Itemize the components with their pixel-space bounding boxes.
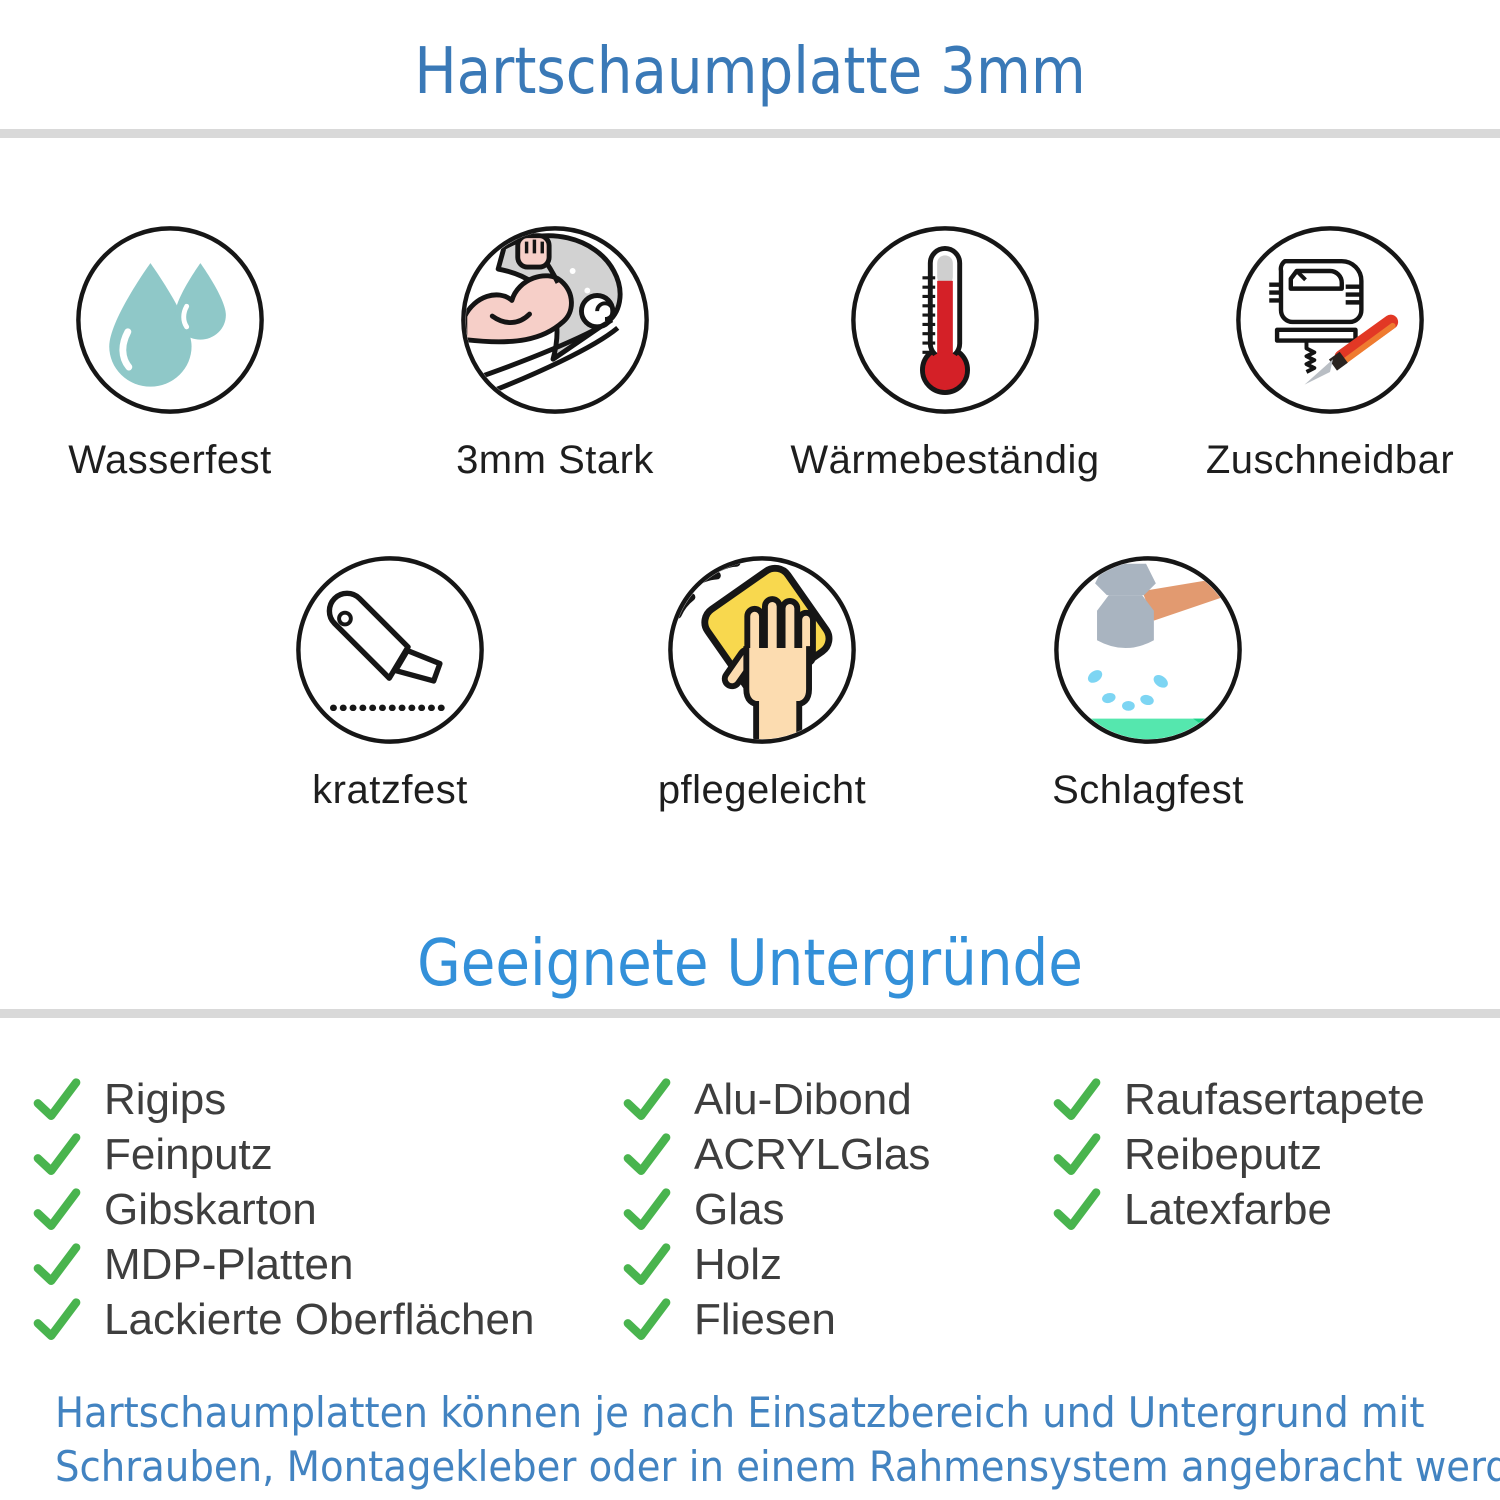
page-title: Hartschaumplatte 3mm <box>414 35 1086 109</box>
check-icon <box>1053 1132 1101 1175</box>
list-item: Latexfarbe <box>1052 1182 1425 1237</box>
feature-label: kratzfest <box>312 768 468 812</box>
substrate-label: Alu-Dibond <box>694 1074 912 1124</box>
feature-zuschneidbar: Zuschneidbar <box>1170 222 1490 483</box>
list-item: Glas <box>622 1182 930 1237</box>
list-item: ACRYLGlas <box>622 1127 930 1182</box>
check-icon <box>33 1132 81 1175</box>
substrate-column-1: Rigips Feinputz Gibskarton MDP-Platten L… <box>32 1072 534 1347</box>
feature-pflegeleicht: pflegeleicht <box>602 552 922 813</box>
feature-kratzfest: kratzfest <box>230 552 550 813</box>
feature-label: Wasserfest <box>68 438 272 482</box>
hammer-icon <box>1054 556 1242 744</box>
substrate-label: Latexfarbe <box>1124 1184 1332 1234</box>
feature-label: pflegeleicht <box>657 768 867 812</box>
list-item: Reibeputz <box>1052 1127 1425 1182</box>
substrate-label: Glas <box>694 1184 785 1234</box>
check-icon <box>33 1077 81 1120</box>
list-item: Holz <box>622 1237 930 1292</box>
footer-line: Hartschaumplatten können je nach Einsatz… <box>55 1388 1425 1437</box>
feature-label: 3mm Stark <box>456 438 654 482</box>
check-icon <box>623 1297 671 1340</box>
substrate-label: Reibeputz <box>1124 1129 1323 1179</box>
list-item: Lackierte Oberflächen <box>32 1292 534 1347</box>
check-icon <box>623 1132 671 1175</box>
feature-3mm-stark: 3mm Stark <box>395 222 715 483</box>
list-item: Feinputz <box>32 1127 534 1182</box>
list-item: Rigips <box>32 1072 534 1127</box>
substrate-label: Holz <box>694 1239 783 1289</box>
substrate-label: Fliesen <box>694 1294 836 1344</box>
thermometer-icon <box>851 226 1039 414</box>
check-icon <box>33 1242 81 1285</box>
check-icon <box>33 1187 81 1230</box>
list-item: Gibskarton <box>32 1182 534 1237</box>
list-item: Raufasertapete <box>1052 1072 1425 1127</box>
water-drops-icon <box>76 226 264 414</box>
check-icon <box>623 1187 671 1230</box>
substrate-label: MDP-Platten <box>104 1239 354 1289</box>
flexed-arm-icon <box>461 226 649 414</box>
substrate-label: Feinputz <box>104 1129 273 1179</box>
check-icon <box>1053 1077 1101 1120</box>
feature-label: Zuschneidbar <box>1205 438 1455 482</box>
section-title: Geeignete Untergründe <box>417 927 1083 1001</box>
substrate-column-2: Alu-Dibond ACRYLGlas Glas Holz Fliesen <box>622 1072 930 1347</box>
footer-note: Hartschaumplatten können je nach Einsatz… <box>55 1386 1500 1494</box>
divider-bar <box>0 1009 1500 1018</box>
feature-waermebestaendig: Wärmebeständig <box>785 222 1105 483</box>
substrate-label: Raufasertapete <box>1124 1074 1425 1124</box>
check-icon <box>1053 1187 1101 1230</box>
check-icon <box>33 1297 81 1340</box>
divider-bar <box>0 129 1500 138</box>
substrate-label: Gibskarton <box>104 1184 317 1234</box>
list-item: Alu-Dibond <box>622 1072 930 1127</box>
substrate-label: Lackierte Oberflächen <box>104 1294 535 1344</box>
list-item: MDP-Platten <box>32 1237 534 1292</box>
feature-wasserfest: Wasserfest <box>10 222 330 483</box>
utility-knife-icon <box>296 556 484 744</box>
check-icon <box>623 1077 671 1120</box>
substrate-label: ACRYLGlas <box>694 1129 931 1179</box>
wiping-hand-icon <box>668 556 856 744</box>
check-icon <box>623 1242 671 1285</box>
footer-line: Schrauben, Montagekleber oder in einem R… <box>55 1442 1500 1491</box>
jigsaw-icon <box>1236 226 1424 414</box>
feature-label: Schlagfest <box>1052 768 1244 812</box>
feature-schlagfest: Schlagfest <box>988 552 1308 813</box>
list-item: Fliesen <box>622 1292 930 1347</box>
substrate-label: Rigips <box>104 1074 227 1124</box>
feature-label: Wärmebeständig <box>790 438 1100 482</box>
substrate-column-3: Raufasertapete Reibeputz Latexfarbe <box>1052 1072 1425 1237</box>
